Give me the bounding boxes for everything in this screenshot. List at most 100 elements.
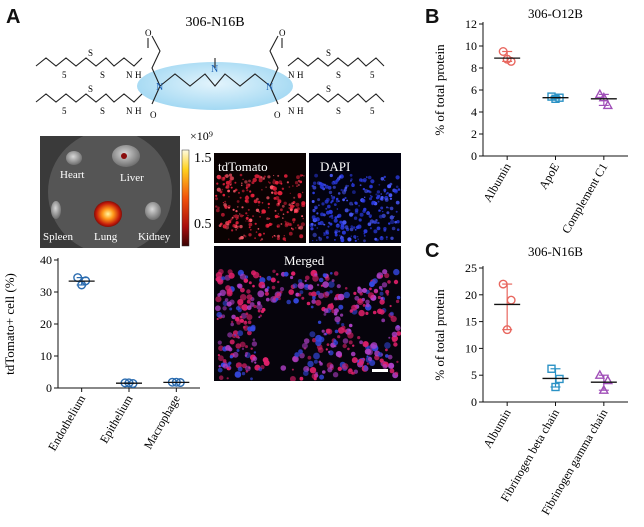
y-tick-label: 10 <box>465 341 477 355</box>
data-point <box>498 279 508 289</box>
y-tick-label: 30 <box>40 285 52 299</box>
core-n-left: N <box>156 82 163 93</box>
organ-label-liver: Liver <box>120 172 144 184</box>
data-point <box>551 94 560 104</box>
y-tick-label: 10 <box>465 39 477 53</box>
amide-nh-tr: N <box>288 70 295 80</box>
y-tick-label: 0 <box>46 381 52 395</box>
label-dapi: DAPI <box>320 159 350 174</box>
data-point <box>602 374 614 385</box>
y-tick-label: 40 <box>40 253 52 267</box>
sulfur-tl-1: S <box>88 48 93 58</box>
panel-c-letter: C <box>425 240 440 262</box>
dapi-signal <box>309 173 401 243</box>
amide-o-tl: O <box>145 28 152 38</box>
sulfur-br-2: S <box>336 106 341 116</box>
y-tick-label: 2 <box>471 127 477 141</box>
chart-b-306-o12b: 0 2 4 6 8 10 12 % of total protein 306-O12B Album… <box>432 6 628 236</box>
chart-title: 306-O12B <box>528 6 583 21</box>
x-tick-label: Macrophage <box>141 393 183 452</box>
data-point <box>551 382 560 392</box>
y-tick-label: 15 <box>465 315 477 329</box>
data-point <box>594 88 606 99</box>
y-tick-label: 8 <box>471 61 477 75</box>
data-point <box>498 47 508 57</box>
sulfur-br-1: S <box>326 84 331 94</box>
y-axis-label: % of total protein <box>432 289 447 381</box>
organ-label-spleen: Spleen <box>43 231 73 243</box>
microscopy-panel: tdTomato DAPI Merged <box>214 153 401 381</box>
core-n-right: N <box>266 82 273 93</box>
scale-bar <box>372 369 388 372</box>
merged-signal <box>215 268 401 381</box>
data-point <box>502 54 512 64</box>
x-tick-label: Albumin <box>480 161 513 205</box>
amide-o-tr: O <box>279 28 286 38</box>
label-merged: Merged <box>284 253 325 268</box>
colorbar-min: 0.5 <box>194 217 212 232</box>
amide-h-bl: H <box>135 106 142 116</box>
subscript-5-br: 5 <box>370 106 375 116</box>
core-n-center: N <box>211 64 218 75</box>
tdtomato-signal <box>215 173 306 242</box>
molecule-structure: 306-N16B 5 S S N H O 5 S S N H O O N H <box>35 15 385 120</box>
molecule-title: 306-N16B <box>185 15 244 30</box>
colorbar: ×10⁹ 1.5 0.5 <box>181 129 213 247</box>
y-tick-label: 25 <box>465 261 477 275</box>
amide-h-tr: H <box>297 70 304 80</box>
data-point <box>598 92 610 102</box>
sulfur-bl-2: S <box>100 106 105 116</box>
colorbar-max: 1.5 <box>194 151 212 166</box>
x-tick-label: Endothelium <box>45 392 88 453</box>
panel-a-letter: A <box>6 6 21 28</box>
sulfur-tr-2: S <box>336 70 341 80</box>
organ-label-heart: Heart <box>60 169 84 181</box>
amide-nh-br: N <box>288 106 295 116</box>
amide-h-br: H <box>297 106 304 116</box>
data-point <box>602 99 614 110</box>
y-tick-label: 0 <box>471 149 477 163</box>
y-tick-label: 10 <box>40 349 52 363</box>
y-tick-label: 4 <box>471 105 477 119</box>
panel-b-letter: B <box>425 6 440 28</box>
subscript-5-tl: 5 <box>62 70 67 80</box>
sulfur-tr-1: S <box>326 48 331 58</box>
subscript-5-bl: 5 <box>62 106 67 116</box>
sulfur-tl-2: S <box>100 70 105 80</box>
y-tick-label: 20 <box>465 288 477 302</box>
y-tick-label: 5 <box>471 368 477 382</box>
organ-label-lung: Lung <box>94 231 118 243</box>
sulfur-bl-1: S <box>88 84 93 94</box>
data-point <box>594 369 606 379</box>
tdtomato-image <box>214 153 306 243</box>
organ-imaging-panel: Heart Liver Spleen Lung Kidney <box>40 136 180 248</box>
data-point <box>547 364 556 373</box>
y-tick-label: 20 <box>40 317 52 331</box>
y-tick-label: 0 <box>471 395 477 409</box>
amide-nh-tl: N <box>126 70 133 80</box>
amide-h-tl: H <box>135 70 142 80</box>
chart-a-cell-types: 0 10 20 30 40 tdTomato+ cell (%) Endothelium Ep… <box>2 253 200 453</box>
x-tick-label: Epithelium <box>97 392 136 446</box>
lung-organ <box>94 201 122 227</box>
y-axis-label: tdTomato+ cell (%) <box>2 273 17 375</box>
label-tdtomato: tdTomato <box>218 159 268 174</box>
organ-label-kidney: Kidney <box>138 231 171 243</box>
y-tick-label: 6 <box>471 83 477 97</box>
heart-organ <box>66 151 82 165</box>
amide-o-br: O <box>274 110 281 120</box>
chart-c-306-n16b: 0 5 10 15 20 25 % of total protein 306-N16B Albu… <box>432 244 628 517</box>
colorbar-unit: ×10⁹ <box>190 129 213 143</box>
amide-nh-bl: N <box>126 106 133 116</box>
chart-title: 306-N16B <box>528 244 583 259</box>
kidney-organ <box>145 202 161 220</box>
spleen-organ <box>51 201 61 219</box>
x-tick-label: Albumin <box>480 407 513 451</box>
data-point <box>598 384 610 394</box>
y-tick-label: 12 <box>465 17 477 31</box>
y-axis-label: % of total protein <box>432 44 447 136</box>
amide-o-bl: O <box>150 110 157 120</box>
x-tick-label: Complement C1 <box>559 160 611 235</box>
data-point <box>506 295 516 305</box>
x-tick-label: ApoE <box>536 161 562 192</box>
